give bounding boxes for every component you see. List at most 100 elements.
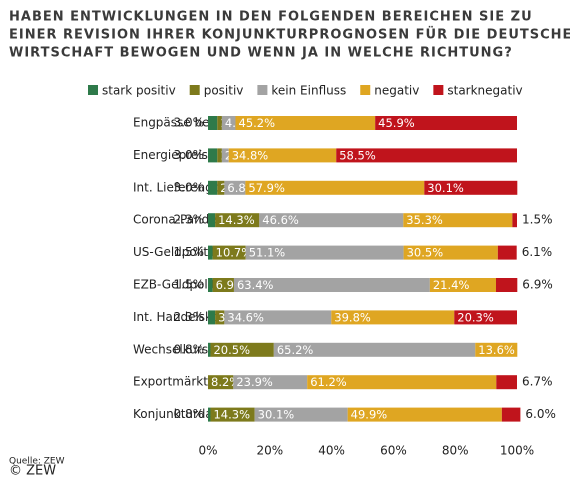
bar-segment <box>212 278 234 292</box>
bar-segment <box>497 245 517 260</box>
value-label: 6.9% <box>522 278 553 292</box>
value-label: 1.5% <box>174 245 205 259</box>
value-label: 23.9% <box>236 375 273 389</box>
x-tick-label: 80% <box>442 444 469 458</box>
value-label: 2.3% <box>174 310 205 324</box>
value-label: 30.1% <box>258 408 295 422</box>
bar-segment <box>512 213 517 228</box>
legend-label: kein Einfluss <box>271 84 346 98</box>
value-label: 30.1% <box>427 181 464 195</box>
value-label: 8.2% <box>211 375 240 389</box>
value-label: 6.1% <box>522 245 553 259</box>
value-label: 21.4% <box>433 278 470 292</box>
value-label: 39.8% <box>334 310 371 324</box>
value-label: 20.5% <box>213 343 250 357</box>
bar-segment <box>221 116 236 130</box>
value-label: 13.6% <box>478 343 515 357</box>
bar-segment <box>375 116 517 130</box>
value-label: 35.3% <box>406 213 443 227</box>
bar-segment <box>224 180 246 195</box>
bar-segment <box>208 342 211 357</box>
value-label: 46.6% <box>262 213 299 227</box>
legend-swatch <box>433 85 444 95</box>
value-label: 3.0% <box>174 148 205 162</box>
bar-segment <box>208 407 211 422</box>
chart-title: WIRTSCHAFT BEWOGEN UND WENN JA IN WELCHE… <box>9 46 513 61</box>
value-label: 30.5% <box>407 246 444 260</box>
category-label: Exportmärkte <box>133 375 215 389</box>
bar-segment <box>336 148 517 163</box>
value-label: 34.6% <box>227 310 264 324</box>
category-label: Wechselkurse <box>133 342 215 356</box>
bar-segment <box>424 180 518 195</box>
value-label: 1.5% <box>522 213 553 227</box>
bar-segment <box>212 245 246 260</box>
bar-segment <box>233 278 430 292</box>
value-label: 2.3% <box>174 213 205 227</box>
value-label: 0.8% <box>174 342 205 356</box>
legend-swatch <box>360 85 371 95</box>
category-label: Energiepreise <box>133 148 215 162</box>
legend-label: starknegativ <box>447 84 522 98</box>
bar-segment <box>224 310 332 325</box>
legend-swatch <box>189 85 200 95</box>
bar-segment <box>245 180 425 195</box>
value-label: 20.3% <box>457 310 494 324</box>
bar-segment <box>215 213 260 228</box>
legend-label: stark positiv <box>102 84 176 98</box>
bar-segment <box>235 116 376 130</box>
bar-segment <box>501 407 521 422</box>
bar-segment <box>217 148 222 163</box>
bar-segment <box>210 342 274 357</box>
value-label: 6.7% <box>522 375 553 389</box>
bar-segment <box>208 278 213 292</box>
source: Quelle: ZEW <box>9 457 65 467</box>
value-label: 34.8% <box>232 148 269 162</box>
chart-title: HABEN ENTWICKLUNGEN IN DEN FOLGENDEN BER… <box>9 10 533 25</box>
value-label: 3.0% <box>174 116 205 130</box>
value-label: 49.9% <box>351 408 388 422</box>
bar-segment <box>403 245 498 260</box>
bar-segment <box>221 148 229 163</box>
value-label: 6.0% <box>525 407 556 421</box>
category-label: US-Geldpolitik <box>133 245 218 259</box>
bar-segment <box>254 407 348 422</box>
bar-segment <box>217 180 225 195</box>
bar-segment <box>208 116 218 130</box>
bar-segment <box>403 213 513 228</box>
value-label: 57.9% <box>248 181 285 195</box>
value-label: 45.9% <box>378 116 415 130</box>
bar-segment <box>429 278 496 292</box>
x-tick-label: 40% <box>318 444 345 458</box>
bar-segment <box>233 375 308 390</box>
bar-segment <box>208 148 218 163</box>
value-label: 61.2% <box>310 375 347 389</box>
bar-segment <box>210 407 255 422</box>
bar-segment <box>208 180 218 195</box>
bar-segment <box>245 245 404 260</box>
value-label: 14.3% <box>218 213 255 227</box>
legend-swatch <box>88 85 98 95</box>
value-label: 1.5% <box>174 278 205 292</box>
bar-segment <box>228 148 337 163</box>
legend-label: negativ <box>374 84 419 98</box>
value-label: 10.7% <box>216 246 253 260</box>
bar-segment <box>307 375 497 390</box>
bar-segment <box>496 375 517 390</box>
value-label: 51.1% <box>249 246 286 260</box>
bar-segment <box>208 245 213 260</box>
bar-segment <box>495 278 518 292</box>
legend-label: positiv <box>204 84 244 98</box>
bar-segment <box>208 375 234 390</box>
value-label: 65.2% <box>277 343 314 357</box>
bar-segment <box>347 407 502 422</box>
bar-segment <box>273 342 476 357</box>
copyright: © ZEW <box>9 464 56 479</box>
x-tick-label: 0% <box>198 444 217 458</box>
value-label: 45.2% <box>239 116 276 130</box>
value-label: 63.4% <box>237 278 274 292</box>
chart-title: EINER REVISION IHRER KONJUNKTURPROGNOSEN… <box>9 27 570 43</box>
value-label: 0.8% <box>174 407 205 421</box>
bar-segment <box>215 310 225 325</box>
